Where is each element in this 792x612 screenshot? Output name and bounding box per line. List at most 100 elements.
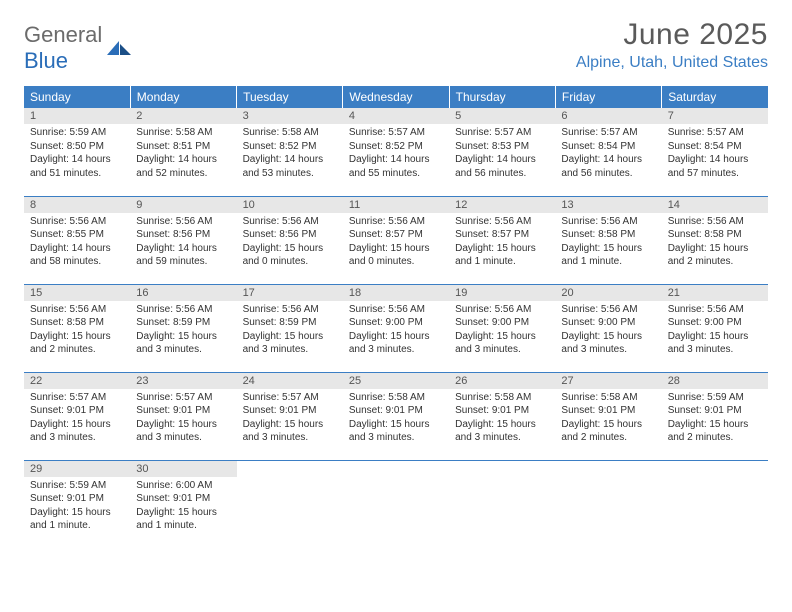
day-number: 7 bbox=[662, 108, 768, 124]
calendar-day-cell: 26Sunrise: 5:58 AMSunset: 9:01 PMDayligh… bbox=[449, 372, 555, 460]
day-number: 22 bbox=[24, 373, 130, 389]
day-number: 15 bbox=[24, 285, 130, 301]
calendar-day-cell: 21Sunrise: 5:56 AMSunset: 9:00 PMDayligh… bbox=[662, 284, 768, 372]
day-details: Sunrise: 5:57 AMSunset: 9:01 PMDaylight:… bbox=[130, 389, 236, 449]
day-number: 3 bbox=[237, 108, 343, 124]
calendar-day-cell: 24Sunrise: 5:57 AMSunset: 9:01 PMDayligh… bbox=[237, 372, 343, 460]
calendar-empty-cell bbox=[343, 460, 449, 548]
weekday-header: Tuesday bbox=[237, 86, 343, 108]
day-details: Sunrise: 5:56 AMSunset: 9:00 PMDaylight:… bbox=[662, 301, 768, 361]
day-number: 28 bbox=[662, 373, 768, 389]
day-details: Sunrise: 5:56 AMSunset: 8:59 PMDaylight:… bbox=[237, 301, 343, 361]
day-details: Sunrise: 5:58 AMSunset: 9:01 PMDaylight:… bbox=[343, 389, 449, 449]
weekday-header: Thursday bbox=[449, 86, 555, 108]
logo: General Blue bbox=[24, 18, 133, 74]
day-number: 5 bbox=[449, 108, 555, 124]
calendar-day-cell: 27Sunrise: 5:58 AMSunset: 9:01 PMDayligh… bbox=[555, 372, 661, 460]
calendar-day-cell: 20Sunrise: 5:56 AMSunset: 9:00 PMDayligh… bbox=[555, 284, 661, 372]
day-details: Sunrise: 5:57 AMSunset: 9:01 PMDaylight:… bbox=[24, 389, 130, 449]
day-details: Sunrise: 5:58 AMSunset: 8:51 PMDaylight:… bbox=[130, 124, 236, 184]
day-number: 30 bbox=[130, 461, 236, 477]
calendar-day-cell: 23Sunrise: 5:57 AMSunset: 9:01 PMDayligh… bbox=[130, 372, 236, 460]
calendar-day-cell: 22Sunrise: 5:57 AMSunset: 9:01 PMDayligh… bbox=[24, 372, 130, 460]
day-details: Sunrise: 5:56 AMSunset: 8:57 PMDaylight:… bbox=[343, 213, 449, 273]
calendar-day-cell: 9Sunrise: 5:56 AMSunset: 8:56 PMDaylight… bbox=[130, 196, 236, 284]
day-number: 17 bbox=[237, 285, 343, 301]
calendar-empty-cell bbox=[662, 460, 768, 548]
day-number: 24 bbox=[237, 373, 343, 389]
day-details: Sunrise: 5:57 AMSunset: 8:54 PMDaylight:… bbox=[662, 124, 768, 184]
day-details: Sunrise: 5:56 AMSunset: 8:56 PMDaylight:… bbox=[237, 213, 343, 273]
day-number: 18 bbox=[343, 285, 449, 301]
day-details: Sunrise: 5:56 AMSunset: 8:58 PMDaylight:… bbox=[555, 213, 661, 273]
calendar-table: SundayMondayTuesdayWednesdayThursdayFrid… bbox=[24, 86, 768, 548]
calendar-week-row: 1Sunrise: 5:59 AMSunset: 8:50 PMDaylight… bbox=[24, 108, 768, 196]
page-header: General Blue June 2025 Alpine, Utah, Uni… bbox=[0, 0, 792, 78]
day-details: Sunrise: 5:59 AMSunset: 9:01 PMDaylight:… bbox=[24, 477, 130, 537]
calendar-empty-cell bbox=[555, 460, 661, 548]
day-number: 6 bbox=[555, 108, 661, 124]
day-details: Sunrise: 5:57 AMSunset: 8:52 PMDaylight:… bbox=[343, 124, 449, 184]
calendar-day-cell: 30Sunrise: 6:00 AMSunset: 9:01 PMDayligh… bbox=[130, 460, 236, 548]
calendar-day-cell: 15Sunrise: 5:56 AMSunset: 8:58 PMDayligh… bbox=[24, 284, 130, 372]
day-details: Sunrise: 5:56 AMSunset: 9:00 PMDaylight:… bbox=[555, 301, 661, 361]
day-number: 13 bbox=[555, 197, 661, 213]
day-number: 26 bbox=[449, 373, 555, 389]
calendar-day-cell: 29Sunrise: 5:59 AMSunset: 9:01 PMDayligh… bbox=[24, 460, 130, 548]
day-details: Sunrise: 5:57 AMSunset: 8:53 PMDaylight:… bbox=[449, 124, 555, 184]
calendar-week-row: 22Sunrise: 5:57 AMSunset: 9:01 PMDayligh… bbox=[24, 372, 768, 460]
calendar-day-cell: 8Sunrise: 5:56 AMSunset: 8:55 PMDaylight… bbox=[24, 196, 130, 284]
day-number: 10 bbox=[237, 197, 343, 213]
location-subtitle: Alpine, Utah, United States bbox=[576, 54, 768, 72]
calendar-day-cell: 3Sunrise: 5:58 AMSunset: 8:52 PMDaylight… bbox=[237, 108, 343, 196]
day-details: Sunrise: 5:56 AMSunset: 8:56 PMDaylight:… bbox=[130, 213, 236, 273]
calendar-day-cell: 18Sunrise: 5:56 AMSunset: 9:00 PMDayligh… bbox=[343, 284, 449, 372]
calendar-day-cell: 19Sunrise: 5:56 AMSunset: 9:00 PMDayligh… bbox=[449, 284, 555, 372]
weekday-header: Sunday bbox=[24, 86, 130, 108]
calendar-day-cell: 6Sunrise: 5:57 AMSunset: 8:54 PMDaylight… bbox=[555, 108, 661, 196]
sail-icon bbox=[105, 39, 133, 57]
day-number: 4 bbox=[343, 108, 449, 124]
title-block: June 2025 Alpine, Utah, United States bbox=[576, 18, 768, 72]
day-number: 19 bbox=[449, 285, 555, 301]
day-number: 25 bbox=[343, 373, 449, 389]
calendar-week-row: 29Sunrise: 5:59 AMSunset: 9:01 PMDayligh… bbox=[24, 460, 768, 548]
calendar-day-cell: 13Sunrise: 5:56 AMSunset: 8:58 PMDayligh… bbox=[555, 196, 661, 284]
day-number: 8 bbox=[24, 197, 130, 213]
weekday-header: Monday bbox=[130, 86, 236, 108]
day-number: 11 bbox=[343, 197, 449, 213]
day-details: Sunrise: 5:59 AMSunset: 8:50 PMDaylight:… bbox=[24, 124, 130, 184]
logo-text: General Blue bbox=[24, 22, 102, 74]
day-details: Sunrise: 5:56 AMSunset: 8:57 PMDaylight:… bbox=[449, 213, 555, 273]
calendar-day-cell: 25Sunrise: 5:58 AMSunset: 9:01 PMDayligh… bbox=[343, 372, 449, 460]
day-number: 21 bbox=[662, 285, 768, 301]
day-details: Sunrise: 5:58 AMSunset: 8:52 PMDaylight:… bbox=[237, 124, 343, 184]
day-number: 29 bbox=[24, 461, 130, 477]
day-number: 2 bbox=[130, 108, 236, 124]
calendar-day-cell: 28Sunrise: 5:59 AMSunset: 9:01 PMDayligh… bbox=[662, 372, 768, 460]
day-number: 20 bbox=[555, 285, 661, 301]
day-details: Sunrise: 6:00 AMSunset: 9:01 PMDaylight:… bbox=[130, 477, 236, 537]
day-details: Sunrise: 5:56 AMSunset: 8:59 PMDaylight:… bbox=[130, 301, 236, 361]
calendar-empty-cell bbox=[237, 460, 343, 548]
calendar-day-cell: 17Sunrise: 5:56 AMSunset: 8:59 PMDayligh… bbox=[237, 284, 343, 372]
calendar-week-row: 8Sunrise: 5:56 AMSunset: 8:55 PMDaylight… bbox=[24, 196, 768, 284]
day-number: 16 bbox=[130, 285, 236, 301]
day-number: 23 bbox=[130, 373, 236, 389]
calendar-header-row: SundayMondayTuesdayWednesdayThursdayFrid… bbox=[24, 86, 768, 108]
calendar-empty-cell bbox=[449, 460, 555, 548]
day-details: Sunrise: 5:59 AMSunset: 9:01 PMDaylight:… bbox=[662, 389, 768, 449]
day-details: Sunrise: 5:56 AMSunset: 9:00 PMDaylight:… bbox=[343, 301, 449, 361]
calendar-day-cell: 5Sunrise: 5:57 AMSunset: 8:53 PMDaylight… bbox=[449, 108, 555, 196]
calendar-day-cell: 7Sunrise: 5:57 AMSunset: 8:54 PMDaylight… bbox=[662, 108, 768, 196]
day-details: Sunrise: 5:57 AMSunset: 8:54 PMDaylight:… bbox=[555, 124, 661, 184]
day-details: Sunrise: 5:56 AMSunset: 8:58 PMDaylight:… bbox=[662, 213, 768, 273]
calendar-day-cell: 4Sunrise: 5:57 AMSunset: 8:52 PMDaylight… bbox=[343, 108, 449, 196]
calendar-day-cell: 16Sunrise: 5:56 AMSunset: 8:59 PMDayligh… bbox=[130, 284, 236, 372]
calendar-day-cell: 14Sunrise: 5:56 AMSunset: 8:58 PMDayligh… bbox=[662, 196, 768, 284]
day-number: 12 bbox=[449, 197, 555, 213]
weekday-header: Saturday bbox=[662, 86, 768, 108]
calendar-week-row: 15Sunrise: 5:56 AMSunset: 8:58 PMDayligh… bbox=[24, 284, 768, 372]
logo-word-general: General bbox=[24, 22, 102, 47]
day-details: Sunrise: 5:58 AMSunset: 9:01 PMDaylight:… bbox=[449, 389, 555, 449]
